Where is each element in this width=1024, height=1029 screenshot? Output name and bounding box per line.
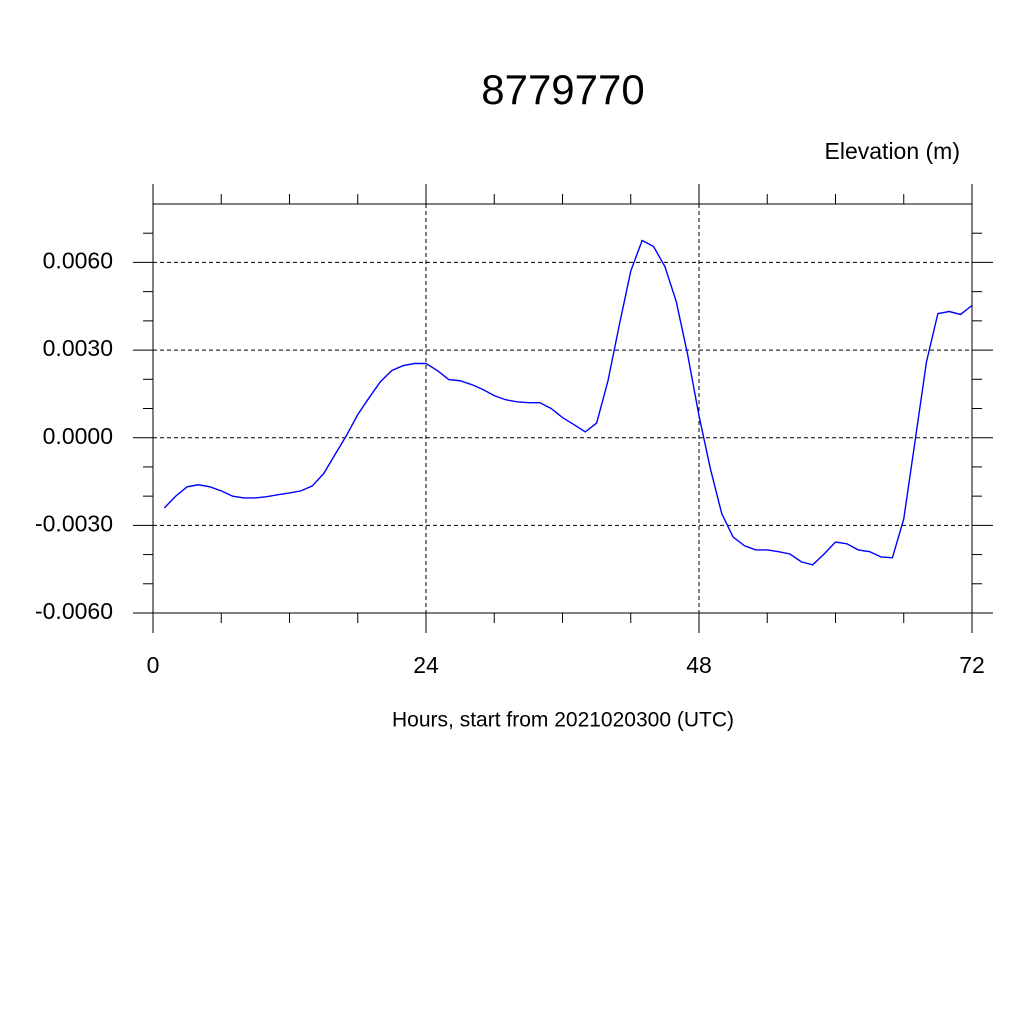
y-tick-label: -0.0060 (35, 598, 113, 624)
x-tick-label: 48 (686, 652, 712, 678)
x-tick-label: 24 (413, 652, 439, 678)
data-line (163, 239, 973, 566)
x-axis-label: Hours, start from 2021020300 (UTC) (392, 709, 734, 732)
x-tick-label: 0 (147, 652, 160, 678)
plot-frame (152, 203, 973, 614)
chart-title: 8779770 (481, 66, 645, 113)
x-tick-label: 72 (959, 652, 985, 678)
y-axis-label: Elevation (m) (825, 138, 960, 164)
y-tick-label: 0.0000 (43, 423, 113, 449)
y-tick-label: 0.0060 (43, 248, 113, 274)
y-tick-label: 0.0030 (43, 335, 113, 361)
y-tick-label: -0.0030 (35, 510, 113, 536)
